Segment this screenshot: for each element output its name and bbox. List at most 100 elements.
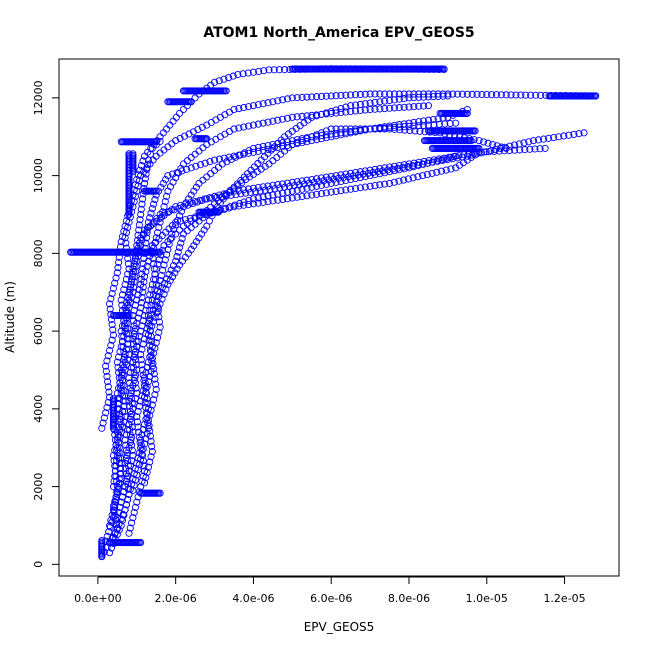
data-point — [527, 91, 535, 99]
data-point — [313, 112, 321, 120]
data-point — [414, 161, 422, 169]
data-point — [141, 374, 149, 382]
data-point — [303, 184, 311, 192]
data-point — [115, 444, 123, 452]
data-point — [536, 145, 544, 153]
axes: 0.0e+00 2.0e-06 4.0e-06 6.0e-06 8.0e-06 1.0e-… — [32, 80, 586, 605]
level-run-point — [592, 92, 600, 100]
data-point — [512, 91, 520, 99]
data-point — [308, 133, 316, 141]
level-run-point — [203, 135, 211, 143]
data-point — [308, 111, 316, 119]
data-point — [361, 100, 369, 108]
data-point — [390, 167, 398, 175]
data-point — [288, 94, 296, 102]
data-point — [147, 286, 155, 294]
data-point — [376, 98, 384, 106]
data-point — [332, 187, 340, 195]
data-point — [117, 238, 125, 246]
data-point — [274, 190, 282, 198]
data-point — [135, 332, 143, 340]
data-point — [234, 71, 242, 79]
data-point — [113, 490, 121, 498]
data-point — [116, 470, 124, 478]
data-point — [475, 137, 483, 145]
data-point — [157, 183, 165, 191]
data-point — [152, 385, 160, 393]
data-point — [351, 91, 360, 99]
data-point — [245, 122, 253, 130]
data-point — [128, 410, 136, 418]
data-point — [141, 479, 149, 487]
data-point — [298, 112, 306, 120]
data-point — [108, 289, 116, 298]
data-point — [160, 242, 168, 250]
data-point — [227, 155, 235, 164]
data-point — [141, 393, 149, 401]
data-point — [113, 269, 121, 277]
data-point — [322, 109, 330, 117]
vertical-run-point — [98, 536, 106, 545]
data-point — [192, 162, 200, 170]
data-point — [386, 124, 394, 132]
data-point — [139, 260, 147, 268]
data-point — [117, 515, 125, 523]
data-point — [102, 362, 110, 370]
data-point — [337, 187, 345, 195]
data-point — [134, 291, 142, 299]
data-point — [179, 105, 187, 114]
data-point — [135, 226, 143, 234]
data-point — [138, 450, 146, 458]
data-point — [146, 432, 154, 440]
data-point — [160, 203, 168, 211]
data-point — [236, 151, 244, 159]
data-point — [130, 353, 138, 361]
data-point — [132, 384, 140, 392]
data-point — [177, 207, 186, 215]
data-point — [414, 173, 422, 181]
data-point — [131, 374, 139, 382]
data-point — [356, 90, 364, 99]
data-point — [429, 93, 437, 101]
data-point — [361, 90, 369, 98]
data-point — [231, 201, 239, 209]
data-point — [128, 278, 136, 286]
data-point — [251, 188, 259, 196]
data-point — [463, 90, 471, 98]
data-point — [264, 118, 272, 126]
data-point — [161, 256, 169, 264]
data-point — [410, 103, 418, 111]
data-point — [313, 132, 321, 140]
data-point — [126, 431, 134, 439]
level-run-point — [440, 65, 448, 73]
data-point — [165, 240, 173, 248]
data-point — [129, 514, 137, 522]
data-point — [283, 138, 292, 146]
data-point — [410, 118, 418, 126]
data-point — [153, 287, 162, 295]
data-point — [143, 301, 151, 309]
data-point — [128, 446, 136, 454]
data-point — [189, 200, 197, 208]
data-point — [220, 75, 228, 83]
data-point — [178, 234, 186, 243]
data-point — [151, 239, 159, 247]
data-point — [131, 503, 140, 511]
data-point — [322, 189, 330, 197]
data-point — [264, 99, 272, 107]
data-point — [371, 182, 379, 190]
level-run-point — [471, 127, 479, 135]
data-point — [203, 195, 211, 203]
data-point — [151, 270, 159, 278]
data-point — [104, 378, 112, 386]
data-point — [281, 66, 289, 74]
data-point — [191, 94, 199, 102]
data-point — [249, 195, 257, 203]
data-points — [67, 65, 600, 561]
data-point — [313, 190, 321, 198]
data-point — [437, 167, 446, 175]
data-point — [515, 140, 523, 148]
data-point — [156, 323, 164, 331]
data-point — [269, 140, 277, 149]
data-point — [497, 91, 505, 99]
